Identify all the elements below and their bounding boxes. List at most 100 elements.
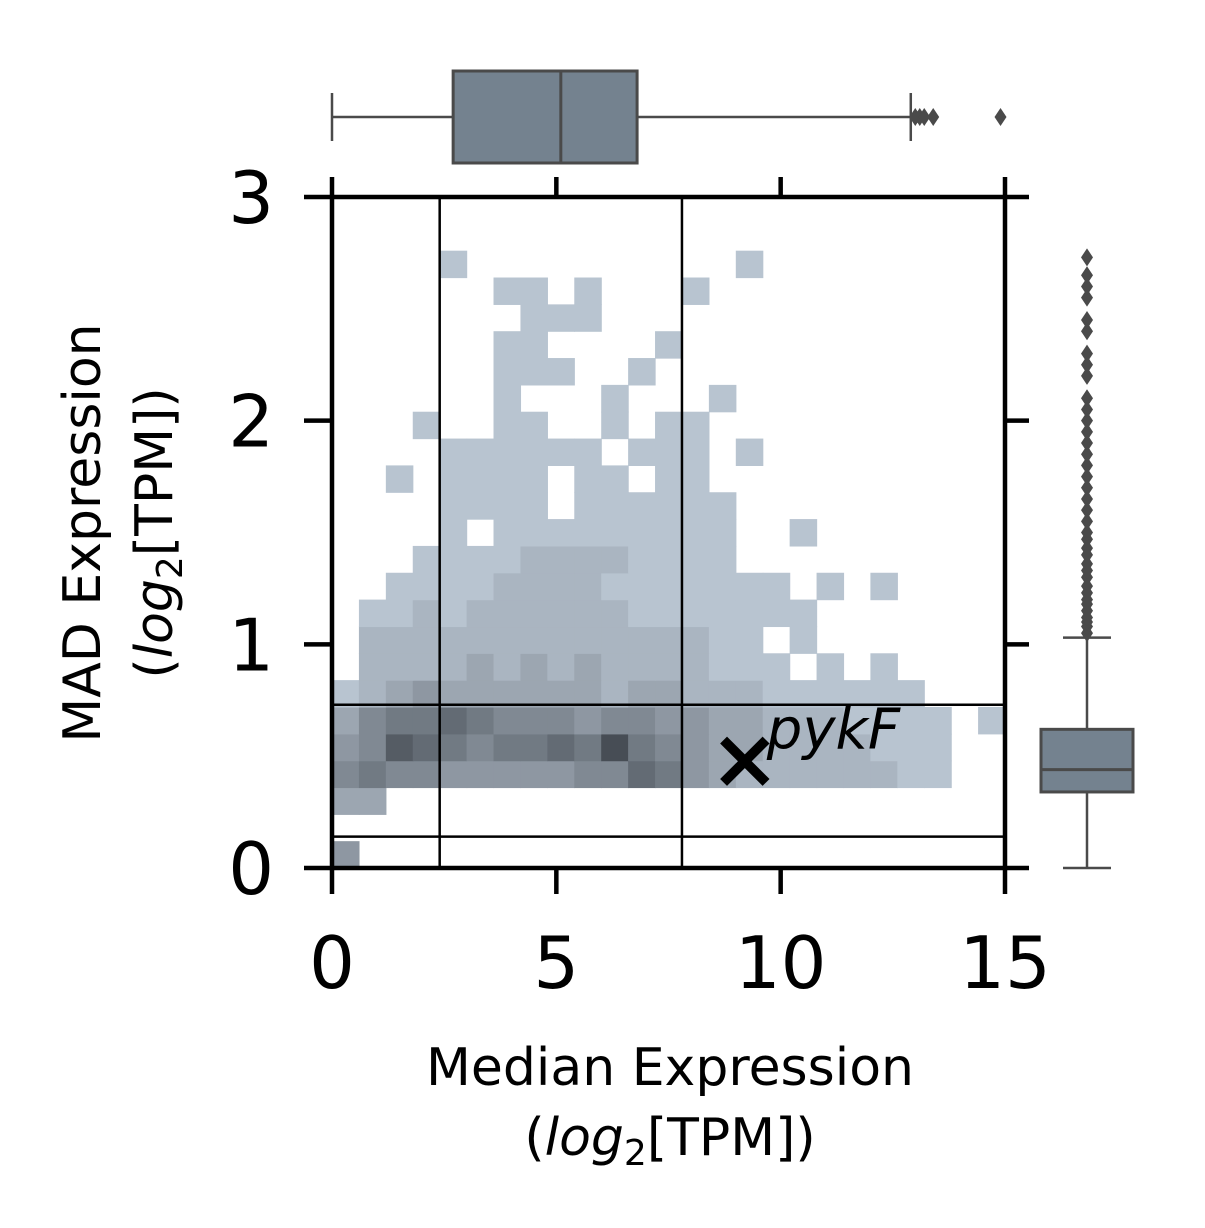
histogram-bin xyxy=(681,760,710,789)
histogram-bin xyxy=(520,653,548,681)
histogram-bin xyxy=(439,626,468,654)
y-box-outlier xyxy=(1081,248,1093,267)
histogram-bin xyxy=(708,760,737,789)
y-tick-label: 1 xyxy=(228,603,274,687)
y-box-outlier xyxy=(1081,411,1093,430)
histogram-bin xyxy=(439,438,468,466)
histogram-bin xyxy=(466,572,495,601)
histogram-bin xyxy=(655,733,683,762)
y-tick-label: 0 xyxy=(228,827,274,911)
histogram-bin xyxy=(547,519,575,547)
histogram-bin xyxy=(466,492,495,520)
histogram-bin xyxy=(655,545,683,574)
histogram-bin xyxy=(843,706,871,735)
histogram-bin xyxy=(520,680,548,708)
histogram-bin xyxy=(601,492,629,520)
histogram-bin xyxy=(628,680,656,708)
y-box-outlier xyxy=(1081,422,1093,441)
histogram-bin xyxy=(574,706,602,735)
histogram-bin xyxy=(520,706,548,735)
histogram-bin xyxy=(789,519,818,547)
histogram-bin xyxy=(816,653,845,681)
histogram-bin xyxy=(816,572,845,601)
histogram-bin xyxy=(439,465,468,493)
histogram-bin xyxy=(493,653,522,681)
histogram-bin xyxy=(628,706,656,735)
histogram-bin xyxy=(789,680,818,708)
histogram-bins xyxy=(332,250,1006,869)
histogram-bin xyxy=(816,760,845,789)
histogram-bin xyxy=(332,841,360,869)
marginal-x-boxplot xyxy=(330,69,1007,165)
histogram-bin xyxy=(870,706,898,735)
y-axis-label: MAD Expression xyxy=(53,323,113,742)
histogram-bin xyxy=(735,653,764,681)
histogram-bin xyxy=(708,599,737,628)
highlight-label: pykF xyxy=(766,697,901,762)
histogram-bin xyxy=(439,760,468,789)
y-box-outlier xyxy=(1081,355,1093,374)
histogram-bin xyxy=(547,438,575,466)
histogram-bin xyxy=(520,277,548,305)
y-box-outlier xyxy=(1081,434,1093,453)
histogram-bin xyxy=(466,733,495,762)
histogram-bin xyxy=(493,733,522,762)
histogram-bin xyxy=(708,384,737,413)
plot-border xyxy=(329,194,1008,871)
x-tick-label: 10 xyxy=(735,921,827,1005)
x-tick-label: 5 xyxy=(533,921,579,1005)
x-axis-label-units: (log2[TPM]) xyxy=(524,1108,815,1174)
histogram-bin xyxy=(735,733,764,762)
histogram-bin xyxy=(412,545,441,574)
histogram-bin xyxy=(547,760,575,789)
histogram-bin xyxy=(547,572,575,601)
histogram-bin xyxy=(924,760,952,789)
y-box-outlier xyxy=(1081,311,1093,330)
histogram-bin xyxy=(681,626,710,654)
histogram-bin xyxy=(358,733,387,762)
histogram-bin xyxy=(358,653,387,681)
histogram-bin xyxy=(628,626,656,654)
histogram-bin xyxy=(655,519,683,547)
histogram-bin xyxy=(493,519,522,547)
histogram-bin xyxy=(520,572,548,601)
histogram-bin xyxy=(574,545,602,574)
histogram-bin xyxy=(439,545,468,574)
histogram-bin xyxy=(843,733,871,762)
histogram-bin xyxy=(358,760,387,789)
x-box-outlier xyxy=(927,108,940,126)
histogram-bin xyxy=(439,706,468,735)
x-box-outlier xyxy=(994,108,1007,126)
x-axis-label: Median Expression xyxy=(426,1038,914,1098)
histogram-bin xyxy=(574,277,602,305)
histogram-bin xyxy=(897,733,925,762)
histogram-bin xyxy=(628,599,656,628)
histogram-bin xyxy=(870,572,898,601)
histogram-bin xyxy=(735,438,764,466)
histogram-bin xyxy=(789,760,818,789)
histogram-bin xyxy=(708,492,737,520)
y-axis-label-units: (log2[TPM]) xyxy=(125,387,191,678)
histogram-bin xyxy=(385,680,414,708)
histogram-bin xyxy=(601,626,629,654)
histogram-bin xyxy=(412,760,441,789)
histogram-bin xyxy=(412,572,441,601)
histogram-bin xyxy=(574,519,602,547)
histogram-bin xyxy=(762,733,791,762)
histogram-bin xyxy=(789,706,818,735)
histogram-bin xyxy=(466,653,495,681)
histogram-bin xyxy=(628,492,656,520)
y-box-outlier xyxy=(1081,512,1093,531)
histogram-bin xyxy=(816,680,845,708)
histogram-bin xyxy=(574,438,602,466)
y-box-outlier xyxy=(1081,266,1093,285)
histogram-bin xyxy=(520,304,548,332)
histogram-bin xyxy=(681,680,710,708)
y-box-outlier xyxy=(1081,501,1093,520)
histogram-bin xyxy=(655,760,683,789)
histogram-bin xyxy=(843,680,871,708)
marginal-y-boxplot xyxy=(1039,248,1135,870)
y-box xyxy=(1039,727,1135,794)
y-box-outlier xyxy=(1081,400,1093,419)
histogram-bin xyxy=(358,787,387,815)
